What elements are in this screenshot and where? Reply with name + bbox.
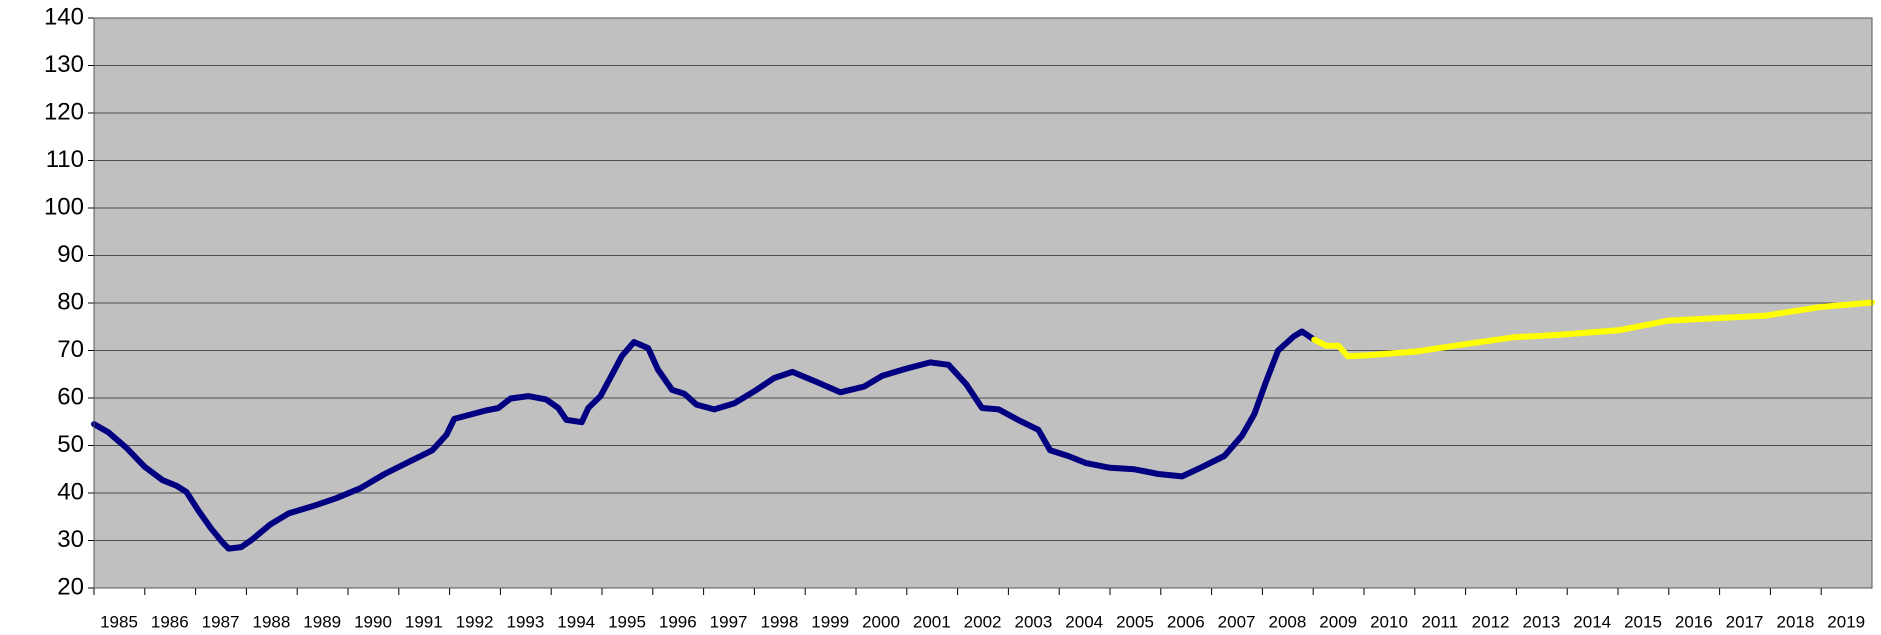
x-tick-label: 2013 [1522, 612, 1560, 631]
lines [91, 299, 1875, 552]
x-tick-label: 1993 [506, 612, 544, 631]
y-tick-label: 70 [57, 336, 84, 363]
x-tick-label: 2010 [1370, 612, 1408, 631]
x-tick-label: 2008 [1268, 612, 1306, 631]
x-tick-label: 1998 [760, 612, 798, 631]
x-tick-label: 1995 [608, 612, 646, 631]
x-tick-label: 2001 [913, 612, 951, 631]
axes: 20 30 40 50 60 70 80 90 100 110 120 130 140 1985 1986 1… [44, 3, 1873, 631]
y-tick-label: 40 [57, 478, 84, 505]
x-tick-label: 2004 [1065, 612, 1103, 631]
x-tick-label: 1989 [303, 612, 341, 631]
x-tick-label: 2005 [1116, 612, 1154, 631]
x-tick-label: 1999 [811, 612, 849, 631]
y-tick-label: 100 [44, 193, 84, 220]
series-line [1311, 299, 1875, 360]
y-tick-label: 80 [57, 288, 84, 315]
x-tick-label: 2012 [1472, 612, 1510, 631]
series-line [91, 328, 1318, 552]
x-tick-label: 2017 [1726, 612, 1764, 631]
plot-border [93, 17, 1873, 589]
y-tick-label: 60 [57, 383, 84, 410]
grid [94, 17, 1872, 589]
x-tick-label: 2007 [1218, 612, 1256, 631]
x-tick-label: 1991 [405, 612, 443, 631]
y-tick-label: 20 [57, 573, 84, 600]
y-tick-label: 140 [44, 3, 84, 30]
y-tick-label: 50 [57, 431, 84, 458]
x-tick-label: 2006 [1167, 612, 1205, 631]
x-tick-label: 1996 [659, 612, 697, 631]
y-tick-label: 30 [57, 526, 84, 553]
x-tick-label: 2014 [1573, 612, 1611, 631]
x-tick-label: 2002 [964, 612, 1002, 631]
x-tick-label: 1985 [100, 612, 138, 631]
x-tick-label: 1987 [202, 612, 240, 631]
y-tick-label: 90 [57, 241, 84, 268]
x-tick-label: 2011 [1422, 612, 1459, 631]
x-tick-label: 1992 [456, 612, 494, 631]
x-tick-label: 1988 [252, 612, 290, 631]
x-tick-label: 2009 [1319, 612, 1357, 631]
x-tick-label: 2000 [862, 612, 900, 631]
x-tick-label: 1997 [710, 612, 748, 631]
x-tick-label: 1990 [354, 612, 392, 631]
x-tick-label: 2019 [1827, 612, 1865, 631]
x-tick-label: 2016 [1675, 612, 1713, 631]
y-tick-label: 110 [46, 146, 84, 173]
x-tick-label: 2015 [1624, 612, 1662, 631]
x-tick-label: 2018 [1776, 612, 1814, 631]
x-tick-label: 2003 [1014, 612, 1052, 631]
y-tick-label: 130 [44, 51, 84, 78]
x-tick-label: 1986 [151, 612, 189, 631]
x-tick-label: 1994 [557, 612, 595, 631]
y-tick-label: 120 [44, 98, 84, 125]
